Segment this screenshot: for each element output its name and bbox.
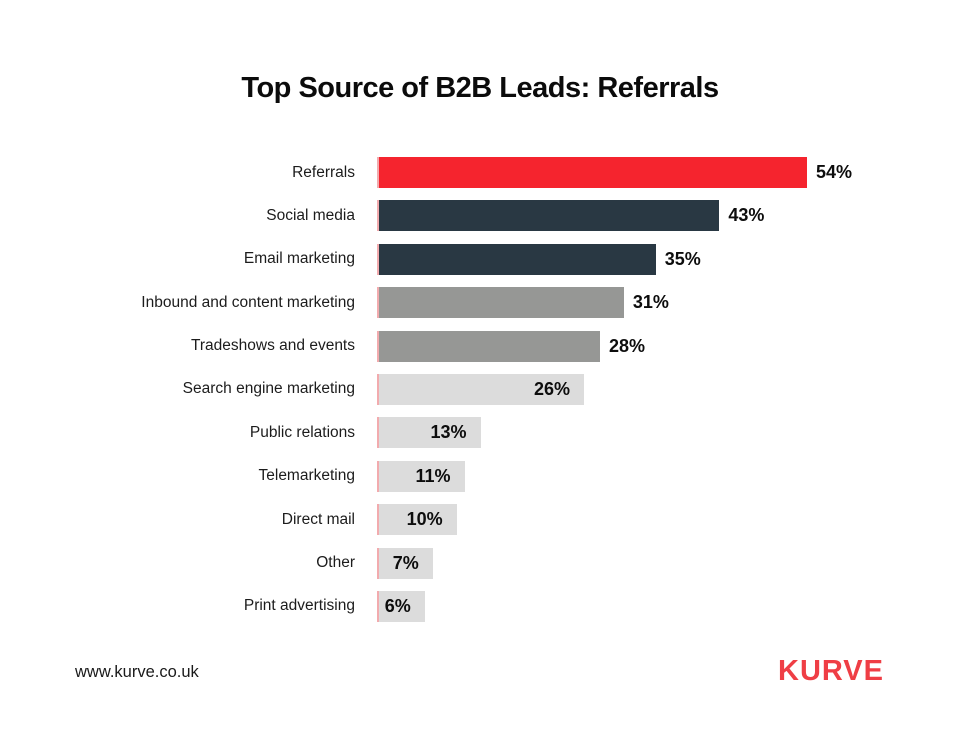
category-label: Other [316, 554, 355, 572]
bar-row: Other 7% [0, 547, 960, 579]
value-label: 10% [406, 509, 443, 530]
bar [377, 417, 481, 449]
bar [377, 200, 720, 232]
bar-row: Direct mail 10% [0, 504, 960, 536]
category-label: Referrals [292, 163, 355, 181]
bar [377, 504, 457, 536]
bar [377, 330, 600, 362]
bar [377, 590, 425, 622]
bar-track: 13% [377, 417, 960, 449]
category-label: Direct mail [281, 510, 355, 528]
bar-row: Public relations 13% [0, 417, 960, 449]
bar-track: 31% [377, 287, 960, 319]
bar-row: Referrals 54% [0, 157, 960, 188]
bar [377, 243, 656, 275]
value-label: 13% [430, 422, 467, 443]
bar-row: Search engine marketing 26% [0, 373, 960, 405]
value-label: 6% [384, 595, 411, 616]
category-label: Tradeshows and events [191, 337, 355, 355]
bar-track: 10% [377, 504, 960, 536]
category-label: Inbound and content marketing [141, 293, 355, 311]
bar-track: 6% [377, 590, 960, 622]
category-label: Search engine marketing [182, 380, 355, 398]
category-label: Telemarketing [258, 467, 356, 485]
bar [377, 460, 465, 492]
bar [377, 287, 624, 319]
value-label: 26% [534, 378, 571, 399]
value-label: 28% [608, 335, 645, 356]
value-label: 35% [664, 248, 701, 269]
value-label: 31% [632, 292, 669, 313]
bar-track: 35% [377, 243, 960, 275]
bar [377, 547, 433, 579]
website-url: www.kurve.co.uk [75, 663, 199, 681]
value-label: 54% [816, 162, 853, 182]
kurve-logo: KURVE [778, 655, 884, 687]
bar [377, 373, 585, 405]
bar-row: Print advertising 6% [0, 590, 960, 622]
bar-track: 11% [377, 460, 960, 492]
bar-row: Social media 43% [0, 200, 960, 232]
bar-track: 54% [377, 157, 960, 188]
bar-row: Email marketing 35% [0, 243, 960, 275]
value-label: 11% [415, 465, 451, 486]
bar-row: Inbound and content marketing 31% [0, 287, 960, 319]
bar [377, 157, 807, 188]
bar-track: 26% [377, 373, 960, 405]
bar-track: 7% [377, 547, 960, 579]
value-label: 7% [392, 552, 419, 573]
category-label: Public relations [249, 423, 355, 441]
bar-row: Telemarketing 11% [0, 460, 960, 492]
value-label: 43% [728, 205, 765, 226]
bar-track: 43% [377, 200, 960, 232]
category-label: Social media [266, 206, 355, 224]
bar-row: Tradeshows and events 28% [0, 330, 960, 362]
bar-chart: Referrals 54% Social media 43% Email marketi… [0, 157, 960, 634]
category-label: Print advertising [243, 597, 355, 615]
chart-title: Top Source of B2B Leads: Referrals [241, 72, 719, 104]
bar-track: 28% [377, 330, 960, 362]
category-label: Email marketing [243, 250, 355, 268]
